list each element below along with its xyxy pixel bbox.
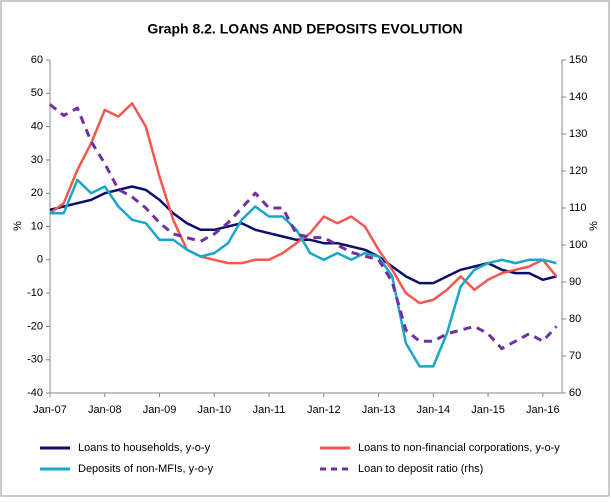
series-line	[50, 178, 557, 368]
y2-tick-label: 150	[569, 54, 587, 66]
y-tick-label: 30	[31, 154, 43, 166]
legend-label: Loans to households, y-o-y	[78, 442, 211, 454]
y-tick-label: 40	[31, 121, 43, 133]
x-tick-label: Jan-10	[197, 404, 231, 416]
y-tick-label: -10	[27, 287, 43, 299]
y-tick-label: 0	[37, 254, 43, 266]
legend-label: Loans to non-financial corporations, y-o…	[358, 442, 560, 454]
y2-tick-label: 110	[569, 202, 587, 214]
y2-tick-label: 140	[569, 91, 587, 103]
chart-title: Graph 8.2. LOANS AND DEPOSITS EVOLUTION	[147, 21, 462, 37]
legend-label: Deposits of non-MFIs, y-o-y	[78, 463, 214, 475]
x-tick-label: Jan-16	[526, 404, 560, 416]
y2-tick-label: 100	[569, 239, 587, 251]
y-tick-label: 50	[31, 87, 43, 99]
x-tick-label: Jan-15	[471, 404, 505, 416]
y2-tick-label: 90	[569, 276, 581, 288]
x-tick-label: Jan-14	[416, 404, 450, 416]
y-tick-label: 20	[31, 187, 43, 199]
legend-label: Loan to deposit ratio (rhs)	[358, 463, 483, 475]
x-tick-label: Jan-12	[307, 404, 341, 416]
y2-tick-label: 80	[569, 313, 581, 325]
x-tick-label: Jan-08	[88, 404, 122, 416]
y-tick-label: 60	[31, 54, 43, 66]
x-tick-label: Jan-09	[143, 404, 177, 416]
y-tick-label: 10	[31, 220, 43, 232]
y-axis-label: %	[12, 221, 24, 231]
y-tick-label: -30	[27, 354, 43, 366]
y2-tick-label: 120	[569, 165, 587, 177]
y-tick-label: -40	[27, 387, 43, 399]
y2-tick-label: 130	[569, 128, 587, 140]
series-line	[49, 103, 558, 351]
y2-tick-label: 70	[569, 350, 581, 362]
x-tick-label: Jan-11	[253, 404, 286, 416]
x-tick-label: Jan-13	[362, 404, 396, 416]
series-line	[49, 102, 558, 305]
y2-axis-label: %	[588, 221, 600, 231]
y-tick-label: -20	[27, 320, 43, 332]
y2-tick-label: 60	[569, 387, 581, 399]
x-tick-label: Jan-07	[33, 404, 67, 416]
